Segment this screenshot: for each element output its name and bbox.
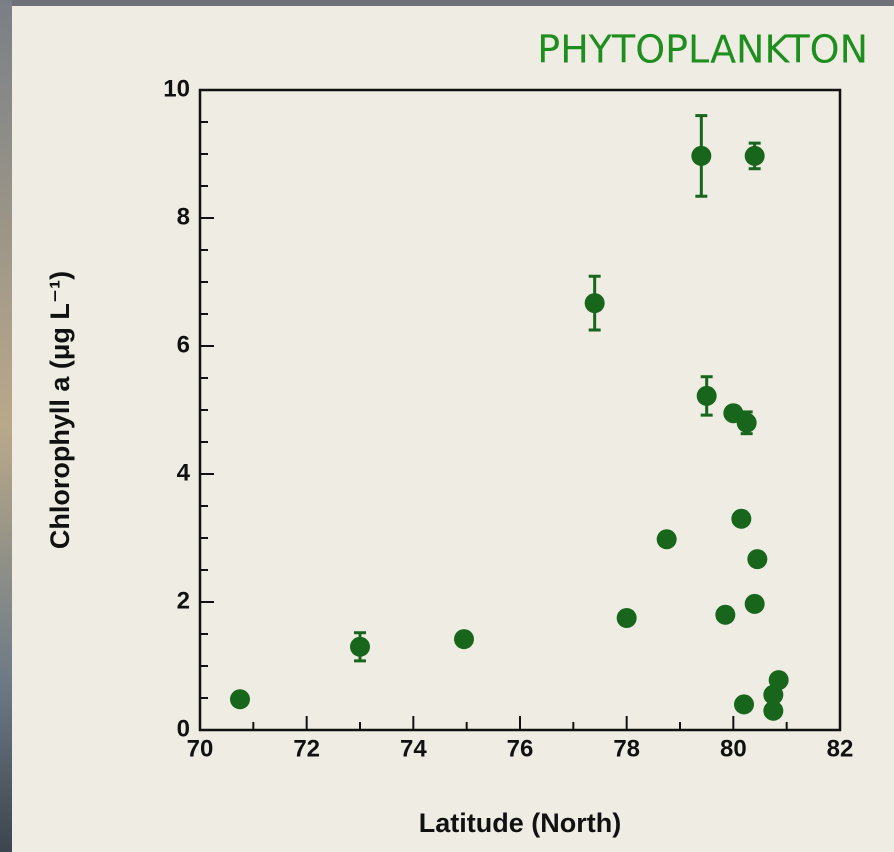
point bbox=[454, 629, 474, 650]
y-tick-label: 10 bbox=[163, 75, 190, 102]
x-tick-label: 82 bbox=[827, 735, 854, 762]
point bbox=[656, 529, 677, 550]
x-tick-label: 70 bbox=[187, 735, 214, 762]
point bbox=[744, 145, 765, 166]
y-tick-label: 0 bbox=[177, 715, 190, 742]
point bbox=[584, 293, 605, 314]
x-tick-label: 78 bbox=[613, 735, 640, 762]
point bbox=[691, 145, 712, 166]
point bbox=[763, 700, 784, 721]
point bbox=[715, 604, 736, 625]
x-tick-label: 80 bbox=[720, 735, 747, 762]
point bbox=[616, 608, 637, 628]
plot-frame bbox=[198, 88, 842, 732]
point bbox=[230, 689, 250, 710]
y-tick-label: 2 bbox=[177, 587, 190, 614]
y-tick-label: 4 bbox=[177, 459, 191, 486]
point bbox=[350, 636, 370, 657]
y-tick-label: 8 bbox=[177, 203, 190, 230]
point bbox=[736, 412, 757, 433]
x-axis-label: Latitude (North) bbox=[419, 808, 621, 838]
x-tick-label: 76 bbox=[507, 735, 534, 762]
x-tick-label: 72 bbox=[293, 735, 320, 762]
point bbox=[747, 549, 768, 570]
y-tick-label: 6 bbox=[177, 331, 190, 358]
chart-title: PHYTOPLANKTON bbox=[537, 28, 868, 72]
point bbox=[744, 593, 765, 614]
y-axis-label: Chlorophyll a (μg L⁻¹) bbox=[45, 271, 75, 549]
x-tick-label: 74 bbox=[400, 735, 427, 762]
point bbox=[768, 670, 789, 691]
left-edge bbox=[0, 0, 12, 852]
point bbox=[696, 385, 717, 406]
top-edge bbox=[0, 0, 894, 6]
point bbox=[734, 694, 754, 715]
point bbox=[731, 508, 752, 529]
